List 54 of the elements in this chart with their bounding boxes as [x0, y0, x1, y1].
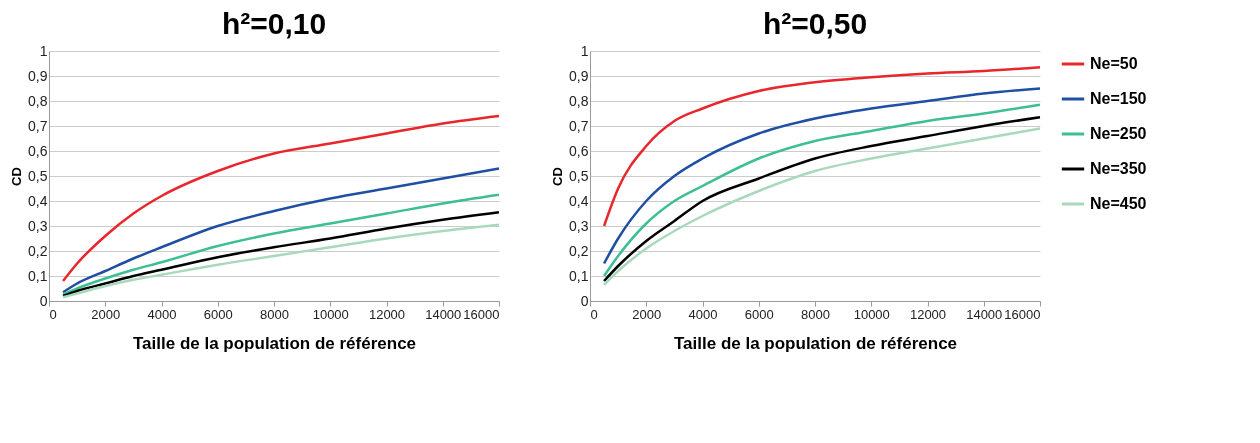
y-tick-label: 0,7: [569, 117, 589, 134]
x-tick-label: 6000: [744, 306, 774, 322]
y-tick-label: 0,2: [569, 242, 589, 259]
chart-title: h²=0,50: [762, 7, 868, 40]
y-tick-label: 0,9: [28, 67, 48, 84]
y-tick-label: 0,6: [28, 142, 48, 159]
x-tick-label: 4000: [688, 306, 718, 322]
y-axis-title: CD: [9, 167, 25, 186]
line-series: [61, 167, 501, 294]
y-tick-label: 1: [580, 42, 589, 59]
x-tick-label: 16000: [463, 306, 500, 322]
y-tick-label: 0,3: [569, 217, 589, 234]
y-tick-label: 0,6: [569, 142, 589, 159]
y-tick-label: 0,1: [28, 267, 48, 284]
line-series: [61, 114, 501, 283]
x-tick-label: 6000: [203, 306, 233, 322]
x-tick-label: 8000: [801, 306, 830, 322]
x-tick-label: 12000: [909, 306, 947, 322]
y-axis-title: CD: [550, 167, 566, 186]
line-series: [61, 193, 501, 296]
legend-label: Ne=450: [1090, 195, 1147, 212]
x-tick-label: 8000: [260, 306, 289, 322]
legend-label: Ne=250: [1090, 125, 1147, 142]
x-axis-title: Taille de la population de référence: [673, 333, 958, 353]
y-tick-label: 1: [39, 42, 48, 59]
x-tick-label: 10000: [853, 306, 890, 322]
y-tick-label: 0,8: [569, 92, 589, 109]
x-tick-label: 2000: [632, 306, 662, 322]
y-tick-label: 0: [580, 292, 589, 309]
legend-label: Ne=150: [1090, 90, 1147, 107]
y-tick-label: 0,9: [569, 67, 589, 84]
y-tick-label: 0,2: [28, 242, 48, 259]
y-tick-label: 0,5: [28, 167, 48, 184]
y-tick-label: 0,3: [28, 217, 48, 234]
x-tick-label: 10000: [312, 306, 349, 322]
x-tick-label: 16000: [1004, 306, 1041, 322]
y-tick-label: 0,8: [28, 92, 48, 109]
line-series: [602, 66, 1042, 228]
x-tick-label: 4000: [147, 306, 177, 322]
legend-label: Ne=350: [1090, 160, 1147, 177]
x-tick-label: 12000: [368, 306, 406, 322]
x-axis-title: Taille de la population de référence: [132, 333, 417, 353]
y-tick-label: 0,5: [569, 167, 589, 184]
y-tick-label: 0,7: [28, 117, 48, 134]
y-tick-label: 0,1: [569, 267, 589, 284]
chart-title: h²=0,10: [221, 7, 327, 40]
y-tick-label: 0,4: [569, 192, 589, 209]
x-tick-label: 14000: [425, 306, 462, 322]
x-tick-label: 2000: [91, 306, 121, 322]
legend-label: Ne=50: [1090, 55, 1138, 72]
y-tick-label: 0: [39, 292, 48, 309]
line-series: [602, 87, 1042, 265]
x-tick-label: 14000: [966, 306, 1003, 322]
y-tick-label: 0,4: [28, 192, 48, 209]
